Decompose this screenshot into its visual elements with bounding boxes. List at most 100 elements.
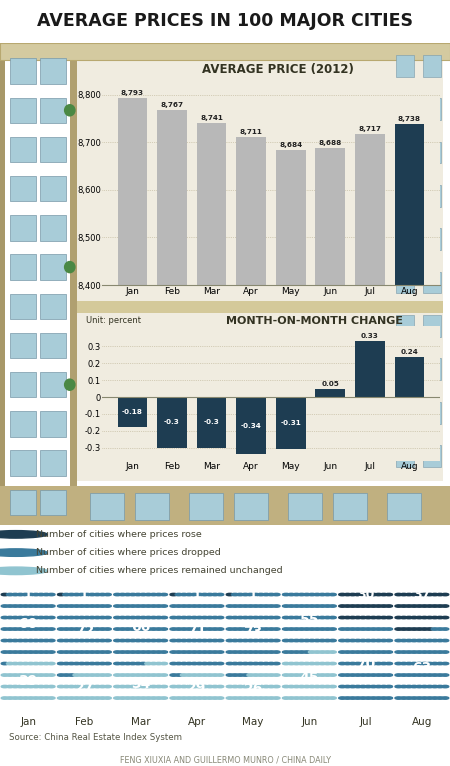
Circle shape bbox=[6, 640, 14, 642]
Bar bbox=[10, 136, 36, 162]
Circle shape bbox=[364, 651, 372, 653]
Circle shape bbox=[410, 640, 418, 642]
Circle shape bbox=[37, 697, 45, 699]
Circle shape bbox=[349, 663, 356, 665]
Circle shape bbox=[206, 697, 213, 699]
Circle shape bbox=[22, 617, 29, 619]
Circle shape bbox=[247, 663, 254, 665]
Circle shape bbox=[119, 663, 126, 665]
Circle shape bbox=[185, 697, 193, 699]
Circle shape bbox=[370, 617, 377, 619]
Circle shape bbox=[231, 594, 239, 596]
Circle shape bbox=[426, 663, 433, 665]
Circle shape bbox=[22, 605, 29, 607]
Circle shape bbox=[226, 640, 234, 642]
Circle shape bbox=[283, 594, 290, 596]
Circle shape bbox=[83, 697, 90, 699]
Circle shape bbox=[63, 594, 70, 596]
Circle shape bbox=[303, 640, 310, 642]
Circle shape bbox=[216, 617, 224, 619]
Circle shape bbox=[364, 594, 372, 596]
Circle shape bbox=[89, 628, 96, 630]
Circle shape bbox=[73, 628, 80, 630]
Circle shape bbox=[364, 617, 372, 619]
Circle shape bbox=[395, 617, 402, 619]
Circle shape bbox=[329, 663, 336, 665]
Circle shape bbox=[288, 697, 295, 699]
Circle shape bbox=[426, 651, 433, 653]
Circle shape bbox=[129, 697, 136, 699]
Text: 30: 30 bbox=[357, 588, 374, 601]
Circle shape bbox=[1, 640, 9, 642]
Circle shape bbox=[303, 663, 310, 665]
Circle shape bbox=[416, 663, 423, 665]
Circle shape bbox=[63, 640, 70, 642]
Circle shape bbox=[63, 628, 70, 630]
Circle shape bbox=[124, 674, 131, 676]
Circle shape bbox=[216, 686, 224, 688]
Circle shape bbox=[375, 663, 382, 665]
Circle shape bbox=[124, 697, 131, 699]
Circle shape bbox=[375, 605, 382, 607]
Circle shape bbox=[416, 617, 423, 619]
Bar bbox=[117, 98, 147, 766]
Circle shape bbox=[37, 594, 45, 596]
Circle shape bbox=[68, 628, 75, 630]
Circle shape bbox=[201, 640, 208, 642]
Bar bbox=[117, 397, 147, 427]
Circle shape bbox=[303, 651, 310, 653]
Circle shape bbox=[247, 651, 254, 653]
Circle shape bbox=[150, 674, 157, 676]
Circle shape bbox=[288, 674, 295, 676]
Circle shape bbox=[268, 594, 275, 596]
Text: 0.33: 0.33 bbox=[361, 333, 379, 339]
Circle shape bbox=[27, 628, 34, 630]
Text: 34: 34 bbox=[131, 677, 150, 691]
Circle shape bbox=[99, 686, 106, 688]
Circle shape bbox=[114, 617, 121, 619]
Circle shape bbox=[436, 640, 444, 642]
Text: Number of cities where prices remained unchanged: Number of cities where prices remained u… bbox=[36, 566, 283, 575]
Circle shape bbox=[201, 594, 208, 596]
Circle shape bbox=[288, 628, 295, 630]
Circle shape bbox=[160, 686, 167, 688]
Circle shape bbox=[410, 674, 418, 676]
Circle shape bbox=[237, 697, 244, 699]
Circle shape bbox=[1, 686, 9, 688]
Circle shape bbox=[416, 686, 423, 688]
Circle shape bbox=[293, 686, 300, 688]
Circle shape bbox=[94, 651, 101, 653]
Circle shape bbox=[135, 640, 142, 642]
Circle shape bbox=[262, 663, 270, 665]
Circle shape bbox=[12, 640, 19, 642]
Circle shape bbox=[150, 605, 157, 607]
Circle shape bbox=[145, 640, 152, 642]
Bar bbox=[40, 215, 66, 241]
Circle shape bbox=[354, 697, 361, 699]
Circle shape bbox=[308, 628, 315, 630]
Circle shape bbox=[400, 651, 407, 653]
Circle shape bbox=[268, 686, 275, 688]
Circle shape bbox=[441, 697, 449, 699]
Circle shape bbox=[78, 663, 86, 665]
Circle shape bbox=[124, 628, 131, 630]
Bar bbox=[0, 43, 450, 60]
Circle shape bbox=[242, 697, 249, 699]
Circle shape bbox=[201, 674, 208, 676]
Circle shape bbox=[410, 594, 418, 596]
Circle shape bbox=[293, 674, 300, 676]
Circle shape bbox=[349, 697, 356, 699]
Bar bbox=[288, 493, 322, 520]
Circle shape bbox=[1, 594, 9, 596]
Circle shape bbox=[410, 686, 418, 688]
Circle shape bbox=[206, 628, 213, 630]
Circle shape bbox=[201, 651, 208, 653]
Circle shape bbox=[257, 663, 265, 665]
Circle shape bbox=[1, 674, 9, 676]
Circle shape bbox=[180, 686, 188, 688]
Circle shape bbox=[364, 640, 372, 642]
Circle shape bbox=[48, 674, 55, 676]
Circle shape bbox=[314, 674, 321, 676]
Circle shape bbox=[375, 651, 382, 653]
Circle shape bbox=[298, 697, 305, 699]
